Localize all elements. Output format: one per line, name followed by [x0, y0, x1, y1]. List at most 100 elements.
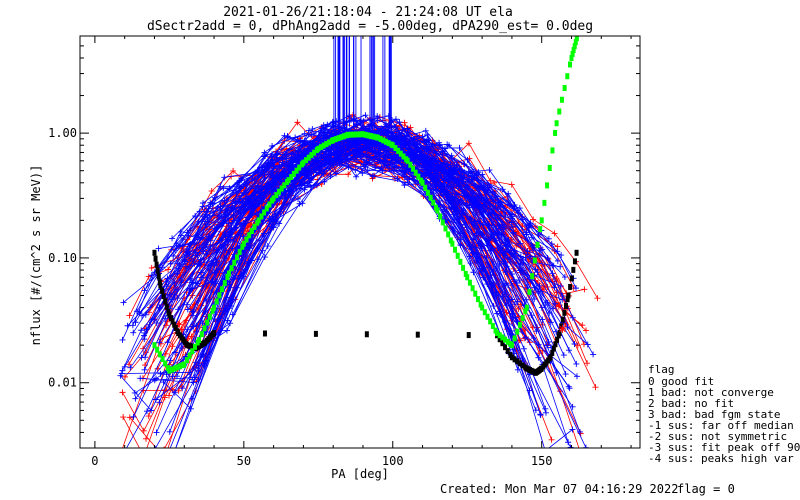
blue-data-point: [301, 130, 308, 137]
blue-data-point: [124, 322, 131, 329]
green-fit-marker: [458, 258, 463, 265]
green-fit-marker: [480, 304, 485, 311]
red-data-point: [530, 216, 537, 223]
blue-data-point: [130, 413, 137, 420]
blue-data-point: [178, 345, 185, 352]
blue-data-point: [507, 331, 514, 338]
blue-data-point: [401, 182, 408, 189]
blue-data-point: [576, 428, 583, 435]
blue-data-point: [422, 127, 429, 134]
blue-data-point: [301, 137, 308, 144]
blue-data-point: [120, 299, 127, 306]
red-data-point: [208, 188, 215, 195]
blue-data-point: [514, 318, 521, 325]
blue-data-point: [565, 347, 572, 354]
x-tick-label: 50: [237, 454, 251, 468]
blue-data-point: [486, 167, 493, 174]
blue-data-point: [567, 444, 574, 448]
blue-data-point: [171, 279, 178, 286]
blue-data-point: [265, 166, 272, 173]
blue-data-point: [544, 255, 551, 262]
blue-data-point: [301, 186, 308, 193]
red-data-point: [145, 413, 152, 420]
green-fit-marker: [155, 346, 160, 353]
green-fit-marker: [431, 199, 436, 206]
blue-data-point: [283, 155, 290, 162]
green-fit-marker: [569, 54, 574, 61]
blue-data-point: [253, 197, 260, 204]
red-data-point: [140, 427, 147, 434]
blue-data-point: [502, 259, 509, 266]
green-fit-marker: [160, 355, 165, 362]
green-fit-marker: [214, 298, 219, 305]
green-fit-marker: [488, 318, 493, 325]
green-fit-marker: [187, 352, 192, 359]
blue-data-point: [439, 151, 446, 158]
blue-data-point: [502, 242, 509, 249]
green-fit-marker: [572, 43, 577, 50]
blue-data-point: [566, 385, 573, 392]
green-fit-marker: [321, 142, 326, 149]
red-data-point: [526, 339, 533, 346]
y-tick-label: 1.00: [48, 126, 77, 140]
blue-data-point: [190, 257, 197, 264]
blue-data-point: [405, 179, 412, 186]
blue-data-point: [156, 399, 163, 406]
green-fit-marker: [438, 213, 443, 220]
black-fit-marker: [557, 330, 562, 337]
blue-data-point: [187, 285, 194, 292]
black-fit-marker: [160, 287, 165, 294]
blue-data-point: [269, 151, 276, 158]
blue-data-point: [539, 316, 546, 323]
black-fit-marker: [520, 362, 525, 369]
green-fit-marker: [383, 138, 388, 145]
blue-data-point: [396, 132, 403, 139]
blue-data-point: [393, 152, 400, 159]
red-data-point: [148, 264, 155, 271]
blue-data-point: [505, 190, 512, 197]
green-fit-marker: [393, 145, 398, 152]
blue-data-point: [221, 197, 228, 204]
blue-data-point: [590, 351, 597, 358]
blue-data-point: [182, 258, 189, 265]
red-data-point: [164, 318, 171, 325]
blue-data-point: [309, 143, 316, 150]
green-fit-marker: [523, 308, 528, 315]
blue-data-point: [333, 170, 340, 177]
red-data-point: [126, 312, 133, 319]
blue-data-point: [152, 396, 159, 403]
black-fit-marker: [163, 298, 168, 305]
red-data-point: [165, 266, 172, 273]
blue-data-point: [357, 118, 364, 125]
blue-data-point: [544, 447, 546, 448]
blue-data-point: [383, 123, 390, 130]
blue-data-point: [520, 345, 527, 352]
black-fit-marker: [153, 255, 158, 262]
plot-content: [117, 36, 601, 448]
blue-data-point: [192, 212, 199, 219]
blue-data-point: [229, 311, 236, 318]
red-data-point: [140, 345, 147, 352]
green-fit-marker: [301, 159, 306, 166]
blue-data-point: [286, 146, 293, 153]
red-data-point: [584, 360, 591, 367]
green-fit-marker: [351, 131, 356, 138]
green-fit-marker: [282, 182, 287, 189]
green-fit-marker: [473, 290, 478, 297]
green-fit-marker: [225, 273, 230, 280]
blue-data-point: [457, 236, 464, 243]
green-fit-marker: [378, 136, 383, 143]
blue-data-point: [213, 248, 220, 255]
blue-data-point: [432, 187, 439, 194]
blue-data-point: [537, 411, 544, 418]
blue-data-point: [240, 273, 247, 280]
green-fit-marker: [234, 254, 239, 261]
blue-data-point: [530, 247, 537, 254]
black-fit-marker: [509, 354, 514, 361]
blue-data-point: [119, 336, 126, 343]
blue-data-point: [268, 170, 275, 177]
blue-data-point: [537, 412, 544, 419]
blue-data-point: [424, 136, 431, 143]
blue-spectrum-line: [198, 137, 537, 411]
green-fit-marker: [271, 195, 276, 202]
